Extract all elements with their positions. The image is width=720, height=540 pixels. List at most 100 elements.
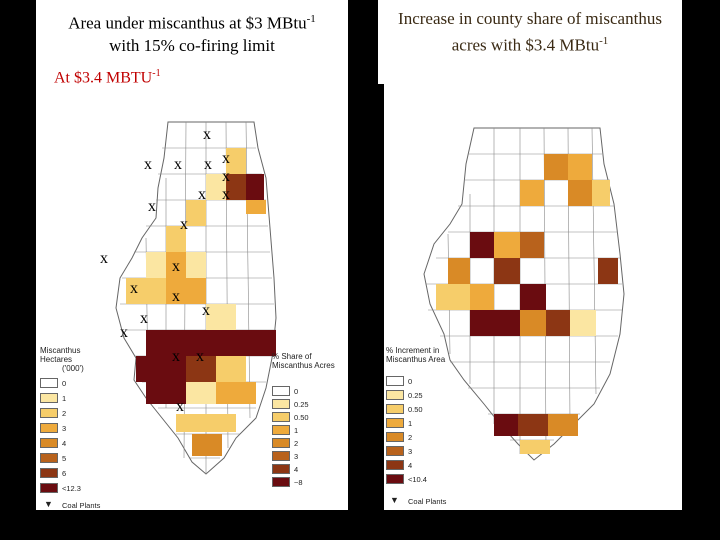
coal-plant-label: Coal Plants: [62, 501, 101, 510]
right-map-panel: Increase in county share of miscanthus a…: [378, 0, 682, 510]
county-s5: [216, 356, 246, 382]
x-mark: x: [144, 156, 152, 173]
legend-label: 0.25: [294, 400, 309, 409]
x-mark: x: [196, 348, 204, 365]
legend-swatch: [40, 438, 58, 448]
county-r-ne3: [592, 180, 610, 206]
left-map-subtitle: At $3.4 MBTU-1: [54, 68, 161, 87]
county-ne1: [226, 148, 246, 174]
county-s3: [136, 356, 186, 382]
black-margin: [378, 84, 384, 510]
legend-swatch: [386, 474, 404, 484]
county-c2: [166, 278, 206, 304]
increment-legend-subtitle: Miscanthus Area: [386, 355, 446, 364]
x-mark: x: [222, 168, 230, 185]
county-r-w3: [470, 284, 494, 310]
county-r-n2: [568, 180, 592, 206]
legend-label: 5: [62, 454, 67, 463]
county-r-c1: [494, 232, 520, 258]
legend-label: 0: [408, 377, 413, 386]
county-c3: [206, 304, 236, 330]
x-mark: x: [120, 324, 128, 341]
legend-label: 1: [294, 426, 299, 435]
x-mark: x: [172, 288, 180, 305]
county-cook: [246, 174, 264, 200]
legend-swatch: [40, 468, 58, 478]
county-w4: [126, 278, 166, 304]
legend-label: 1: [408, 419, 413, 428]
county-r-c3: [494, 258, 520, 284]
legend-swatch: [40, 408, 58, 418]
legend-label: ~8: [294, 478, 303, 487]
x-mark: x: [222, 186, 230, 203]
county-s6: [146, 382, 186, 404]
county-r-ne2: [568, 154, 592, 180]
x-mark: x: [202, 302, 210, 319]
legend-swatch: [272, 464, 290, 474]
legend-swatch: [40, 378, 58, 388]
county-r-c6: [520, 310, 546, 336]
legend-swatch: [386, 404, 404, 414]
legend-label: 4: [62, 439, 67, 448]
county-s7: [186, 382, 216, 404]
hectares-legend: Miscanthus Hectares ('000') 0 1 2 3 4 5 6 <12.3…: [40, 346, 110, 510]
legend-label: 0: [294, 387, 299, 396]
county-r-e1: [598, 258, 618, 284]
x-mark: x: [172, 348, 180, 365]
legend-swatch: [386, 446, 404, 456]
x-mark: x: [222, 150, 230, 167]
hectares-legend-units: ('000'): [62, 364, 84, 373]
legend-swatch: [40, 453, 58, 463]
legend-swatch: [272, 386, 290, 396]
legend-label: 1: [62, 394, 67, 403]
share-legend-subtitle: Miscanthus Acres: [272, 361, 335, 370]
increment-legend: % Increment in Miscanthus Area 0 0.25 0.50…: [386, 346, 466, 506]
county-ne2: [226, 174, 246, 200]
legend-label: <12.3: [62, 484, 81, 493]
county-w2: [146, 252, 166, 278]
legend-label: 4: [408, 461, 413, 470]
county-s10: [192, 434, 222, 456]
left-title-line2: with 15% co-firing limit: [109, 35, 275, 55]
left-county-shading: [126, 148, 276, 456]
right-illinois-map: [423, 127, 625, 461]
right-map-title: Increase in county share of miscanthus a…: [378, 8, 682, 57]
legend-swatch: [272, 477, 290, 487]
county-r-c2: [520, 232, 544, 258]
x-mark: x: [180, 216, 188, 233]
hectares-legend-title: Miscanthus Hectares: [40, 346, 81, 364]
left-subtitle-sup: -1: [152, 68, 161, 79]
county-w1: [166, 226, 186, 252]
legend-swatch: [386, 432, 404, 442]
right-county-shading: [436, 154, 618, 454]
left-map-title: Area under miscanthus at $3 MBtu-1 with …: [36, 8, 348, 57]
left-map-panel: Area under miscanthus at $3 MBtu-1 with …: [36, 0, 348, 510]
share-legend-title: % Share of: [272, 352, 312, 361]
legend-label: 4: [294, 465, 299, 474]
coal-plant-icon: ▼: [390, 495, 399, 505]
county-r-w2: [448, 258, 470, 284]
county-n2: [186, 200, 206, 226]
left-illinois-map: [115, 121, 277, 475]
x-mark: x: [148, 198, 156, 215]
coal-plant-label-right: Coal Plants: [408, 497, 447, 506]
legend-swatch: [386, 418, 404, 428]
legend-swatch: [272, 412, 290, 422]
legend-swatch: [40, 423, 58, 433]
county-c1: [186, 252, 206, 278]
legend-swatch: [272, 451, 290, 461]
legend-label: 0: [62, 379, 67, 388]
county-w3: [166, 252, 186, 278]
x-mark: x: [100, 250, 108, 267]
county-r-s1: [518, 414, 548, 436]
legend-swatch: [272, 399, 290, 409]
county-n1: [206, 174, 226, 200]
x-mark: x: [130, 280, 138, 297]
legend-swatch: [386, 376, 404, 386]
legend-label: 0.25: [408, 391, 423, 400]
left-title-sup: -1: [306, 13, 316, 25]
legend-swatch: [40, 483, 58, 493]
county-r-w4: [436, 284, 470, 310]
county-r-c4: [520, 284, 546, 310]
x-mark: x: [203, 126, 211, 143]
